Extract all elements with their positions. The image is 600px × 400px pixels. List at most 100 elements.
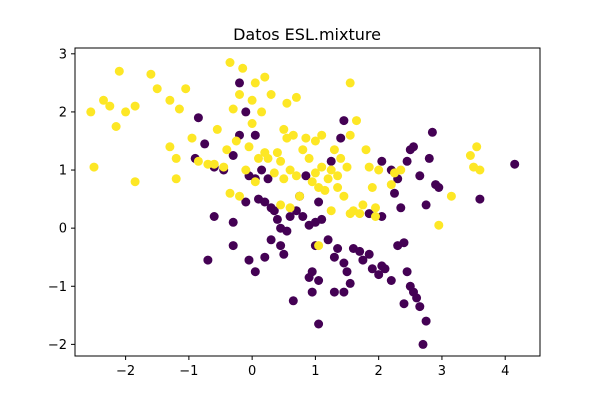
scatter-point-class-0 — [200, 139, 210, 149]
scatter-point-class-1 — [367, 183, 377, 192]
scatter-point-class-1 — [171, 153, 181, 163]
x-tick-label: 2 — [375, 364, 383, 379]
y-tick-label: 0 — [59, 222, 67, 237]
scatter-point-class-1 — [247, 119, 257, 128]
scatter-point-class-1 — [250, 177, 260, 187]
scatter-point-class-1 — [114, 66, 124, 76]
scatter-point-class-1 — [266, 90, 276, 99]
chart-title: Datos ESL.mixture — [233, 25, 381, 44]
scatter-point-class-0 — [314, 197, 324, 207]
scatter-point-class-1 — [231, 136, 241, 146]
scatter-point-class-1 — [152, 84, 162, 94]
scatter-point-class-1 — [235, 191, 244, 201]
y-tick-label: 3 — [59, 47, 67, 62]
scatter-point-class-1 — [317, 130, 327, 140]
scatter-point-class-1 — [111, 122, 121, 131]
scatter-point-class-1 — [279, 124, 289, 134]
scatter-point-class-0 — [298, 212, 308, 221]
scatter-point-class-0 — [367, 264, 377, 274]
scatter-point-class-1 — [310, 168, 320, 178]
scatter-point-class-1 — [225, 58, 235, 67]
scatter-point-class-0 — [307, 267, 317, 277]
x-tick-label: −2 — [116, 364, 135, 379]
scatter-point-class-0 — [250, 267, 260, 277]
scatter-point-class-0 — [399, 238, 409, 248]
scatter-point-class-1 — [326, 206, 336, 216]
scatter-point-class-1 — [228, 104, 238, 114]
scatter-point-class-0 — [285, 212, 295, 221]
scatter-point-class-1 — [342, 162, 352, 172]
scatter-point-class-0 — [203, 255, 213, 265]
scatter-point-class-0 — [380, 264, 390, 274]
scatter-point-class-1 — [396, 165, 406, 175]
scatter-point-class-0 — [272, 214, 282, 224]
scatter-point-class-0 — [374, 270, 384, 280]
x-tick-label: 3 — [438, 364, 446, 379]
scatter-point-class-1 — [301, 133, 311, 143]
scatter-point-class-1 — [355, 209, 365, 219]
scatter-point-class-1 — [472, 142, 482, 152]
scatter-point-class-1 — [89, 162, 99, 172]
scatter-point-class-0 — [260, 197, 270, 207]
scatter-point-class-1 — [329, 145, 339, 155]
scatter-point-class-1 — [260, 72, 270, 82]
scatter-point-class-0 — [364, 249, 374, 259]
scatter-point-class-1 — [187, 133, 197, 143]
scatter-point-class-0 — [235, 78, 244, 88]
points-layer — [86, 58, 520, 349]
scatter-point-class-1 — [323, 174, 333, 184]
scatter-point-class-1 — [165, 95, 175, 105]
scatter-point-class-1 — [291, 171, 301, 181]
scatter-point-class-1 — [209, 159, 219, 169]
scatter-point-class-0 — [209, 212, 219, 221]
scatter-point-class-0 — [415, 302, 425, 312]
scatter-point-class-1 — [174, 104, 184, 114]
scatter-point-class-1 — [130, 101, 140, 111]
scatter-point-class-0 — [339, 116, 349, 126]
scatter-point-class-1 — [345, 78, 355, 88]
scatter-point-class-1 — [250, 78, 260, 88]
x-axis: −2 −1 0 1 2 3 4 — [116, 356, 509, 379]
scatter-point-class-1 — [298, 145, 308, 155]
y-tick-label: 2 — [59, 105, 67, 120]
scatter-point-class-0 — [342, 267, 352, 277]
scatter-point-class-1 — [386, 180, 396, 190]
y-axis: −2 −1 0 1 2 3 — [48, 47, 75, 353]
scatter-point-class-0 — [260, 252, 270, 262]
scatter-point-class-1 — [374, 165, 384, 175]
scatter-point-class-1 — [121, 107, 131, 117]
scatter-point-class-0 — [377, 156, 387, 166]
scatter-point-class-1 — [269, 168, 279, 178]
scatter-point-class-0 — [336, 133, 346, 143]
y-tick-label: 1 — [59, 164, 67, 179]
scatter-point-class-0 — [339, 287, 349, 297]
scatter-point-class-1 — [244, 142, 254, 152]
scatter-point-class-0 — [257, 165, 267, 175]
scatter-point-class-1 — [105, 101, 115, 111]
scatter-point-class-0 — [421, 316, 431, 326]
scatter-point-class-0 — [412, 293, 422, 303]
scatter-point-class-0 — [329, 252, 339, 262]
scatter-point-class-1 — [181, 84, 191, 94]
scatter-point-class-0 — [228, 151, 238, 160]
scatter-point-class-0 — [228, 217, 238, 227]
scatter-point-class-0 — [228, 241, 238, 251]
scatter-point-class-1 — [235, 90, 244, 99]
scatter-point-class-0 — [427, 127, 437, 137]
scatter-point-class-0 — [434, 183, 444, 192]
scatter-point-class-1 — [225, 188, 235, 198]
scatter-point-class-0 — [266, 235, 276, 245]
scatter-point-class-1 — [371, 212, 380, 221]
scatter-point-class-1 — [282, 98, 292, 108]
scatter-point-class-0 — [314, 319, 324, 329]
scatter-point-class-1 — [361, 145, 371, 155]
scatter-point-class-0 — [355, 246, 365, 256]
scatter-point-class-1 — [326, 165, 336, 175]
scatter-point-class-1 — [257, 107, 267, 117]
scatter-point-class-0 — [314, 276, 324, 285]
scatter-point-class-1 — [212, 124, 222, 134]
scatter-point-class-1 — [358, 200, 368, 210]
scatter-point-class-0 — [418, 339, 428, 349]
scatter-point-class-0 — [279, 249, 289, 259]
